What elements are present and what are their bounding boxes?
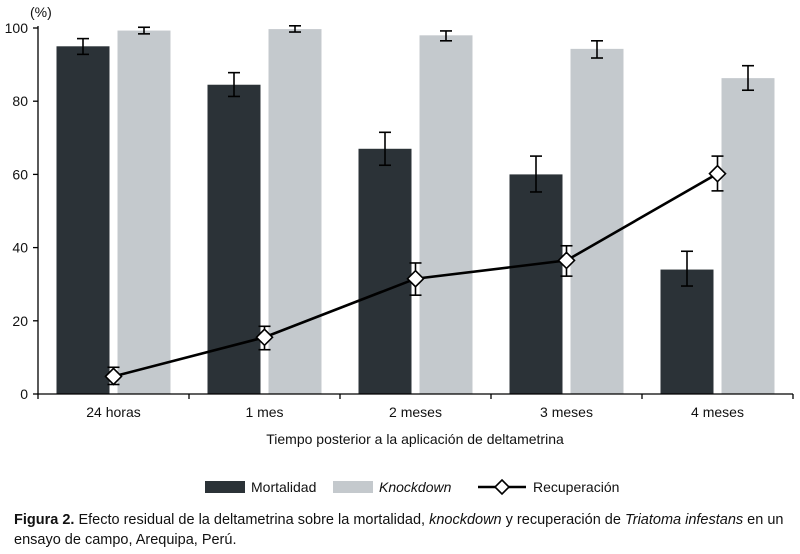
marker-recuperacion-2: [406, 269, 425, 288]
x-tick-label-1: 1 mes: [245, 404, 283, 420]
y-tick-label-5: 100: [5, 20, 29, 36]
x-tick-label-2: 2 meses: [389, 404, 442, 420]
figure-caption: Figura 2. Efecto residual de la deltamet…: [14, 510, 794, 550]
caption-text-2: y recuperación de: [501, 512, 625, 528]
caption-text-3: en un ensayo de campo, Arequipa, Perú.: [14, 512, 784, 548]
error-bar-knockdown-0: [138, 26, 150, 35]
x-tick-label-3: 3 meses: [540, 404, 593, 420]
legend-swatch-mortalidad: [205, 481, 245, 493]
y-tick-label-4: 80: [12, 93, 28, 109]
legend-label-knockdown: Knockdown: [379, 479, 452, 495]
bar-mortalidad-1: [207, 84, 261, 394]
error-bar-knockdown-4: [742, 64, 754, 92]
error-bar-mortalidad-1: [228, 71, 240, 98]
error-bar-knockdown-3: [591, 40, 603, 59]
error-bar-mortalidad-0: [77, 37, 89, 56]
legend-label-recuperación: Recuperación: [533, 479, 619, 495]
caption-italic-species: Triatoma infestans: [624, 512, 744, 528]
y-tick-label-1: 20: [12, 313, 28, 329]
y-tick-label-0: 0: [20, 386, 28, 402]
marker-recuperacion-4: [708, 164, 727, 183]
legend-swatch-knockdown: [333, 481, 373, 493]
x-tick-label-0: 24 horas: [86, 404, 140, 420]
legend-label-mortalidad: Mortalidad: [251, 479, 316, 495]
bar-mortalidad-3: [509, 174, 563, 394]
caption-italic-knockdown: knockdown: [429, 512, 502, 528]
bar-knockdown-3: [570, 48, 624, 394]
bar-mortalidad-0: [56, 46, 110, 395]
caption-text-1: Efecto residual de la deltametrina sobre…: [74, 512, 430, 528]
marker-recuperacion-1: [255, 328, 274, 347]
legend-marker-recuperación: [493, 478, 511, 496]
plot-area: 0 20 40 60 80 100 24 horas 1 mes 2 meses 3 meses 4…: [5, 20, 794, 420]
y-tick-label-3: 60: [12, 166, 28, 182]
y-axis-label: (%): [30, 4, 52, 20]
bar-mortalidad-4: [660, 269, 714, 394]
error-bar-knockdown-2: [440, 30, 452, 42]
error-bar-mortalidad-2: [379, 131, 391, 167]
x-axis-title: Tiempo posterior a la aplicación de delt…: [266, 431, 564, 447]
bar-knockdown-1: [268, 29, 322, 395]
bar-knockdown-4: [721, 78, 775, 394]
error-bar-mortalidad-3: [530, 155, 542, 193]
y-tick-label-2: 40: [12, 240, 28, 256]
x-tick-label-4: 4 meses: [691, 404, 744, 420]
error-bar-knockdown-1: [289, 25, 301, 33]
legend: Mortalidad Knockdown Recuperación: [205, 478, 619, 496]
caption-figure-label: Figura 2.: [14, 512, 75, 528]
bar-knockdown-0: [117, 30, 171, 394]
bar-mortalidad-2: [358, 148, 412, 394]
chart: 0 20 40 60 80 100 24 horas 1 mes 2 meses 3 meses 4…: [5, 4, 794, 496]
marker-recuperacion-3: [557, 251, 576, 270]
marker-recuperacion-0: [104, 367, 123, 386]
error-bar-mortalidad-4: [681, 250, 693, 287]
bar-knockdown-2: [419, 35, 473, 394]
